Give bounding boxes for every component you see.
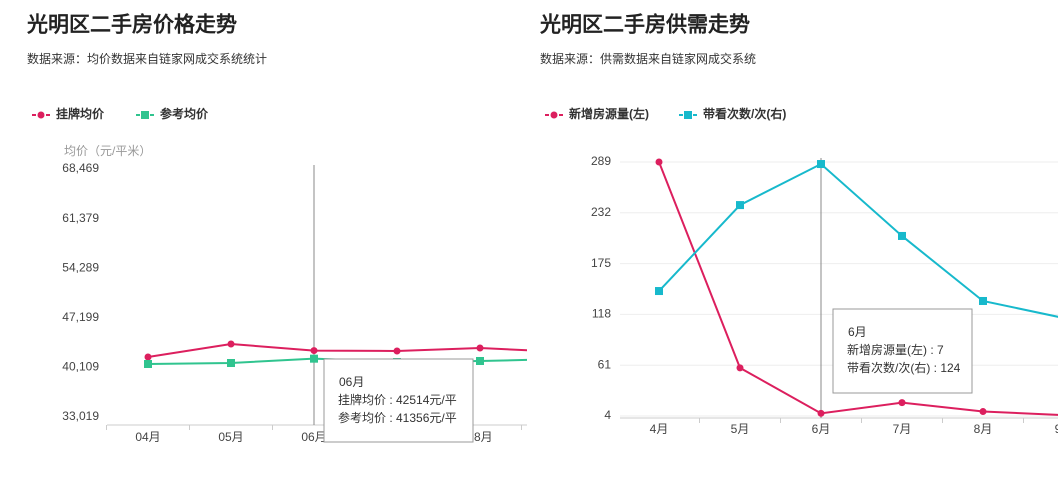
legend-marker [550,111,558,119]
legend-label: 新增房源量(左) [569,106,649,121]
legend-label: 挂牌均价 [56,106,105,121]
x-tick-label: 05月 [218,430,243,444]
legend-marker [37,111,45,119]
x-tick-label: 08月 [467,430,492,444]
tooltip-box [323,358,474,443]
point [476,344,484,352]
point [227,340,235,348]
tooltip-line: 参考均价 : 41356元/平 [338,410,457,425]
point [310,354,318,363]
y-tick-label: 118 [592,307,611,321]
point [310,347,318,355]
legend-marker [141,111,149,119]
point [393,347,401,355]
x-tick-label: 4月 [650,422,669,436]
point [560,349,567,356]
x-tick-label: 6月 [812,422,831,436]
point [655,158,663,166]
series-line [658,161,1058,416]
point [817,409,825,417]
tooltip-line: 带看次数/次(右) : 124 [847,360,961,375]
tooltip-line: 新增房源量(左) : 7 [847,342,944,357]
point [898,399,906,407]
point [144,353,152,361]
point [736,364,744,372]
legend-marker [684,111,692,119]
tooltip-box [832,308,973,394]
point [817,160,825,169]
y-tick-label: 61 [598,357,612,371]
point [979,296,987,305]
x-tick-label: 06月 [301,430,326,444]
point [559,355,567,363]
series-line [147,342,527,358]
y-tick-label: 54,289 [62,260,99,274]
subtitle: 数据来源：均价数据来自链家网成交系统统计 [27,51,267,66]
y-tick-label: 47,199 [62,310,99,324]
y-tick-label: 40,109 [62,360,99,374]
y-tick-label: 175 [591,256,611,270]
x-tick-label: 7月 [893,422,912,436]
y-tick-label: 61,379 [62,211,99,225]
tooltip-title: 6月 [848,325,867,339]
legend-label: 参考均价 [160,106,209,121]
chart-title: 光明区二手房价格走势 [26,13,237,37]
x-tick-label: 5月 [731,422,750,436]
point [655,287,663,296]
plot-area [655,158,1058,417]
x-tick-label: 9月 [1055,422,1058,436]
y-tick-label: 232 [591,205,611,219]
x-tick-label: 8月 [974,422,993,436]
x-tick-label: 04月 [135,430,160,444]
y-tick-label: 289 [591,154,611,168]
point [979,408,987,416]
y-tick-label: 33,019 [62,409,99,423]
chart-title: 光明区二手房供需走势 [539,13,750,37]
point [736,201,744,210]
point [898,231,906,240]
y-tick-label: 68,469 [62,161,99,175]
point [144,360,152,369]
subtitle: 数据来源：供需数据来自链家网成交系统 [540,51,756,66]
point [227,358,235,367]
y-tick-label: 4 [604,408,611,422]
point [476,356,484,365]
series-line [658,162,1058,318]
y-axis-label: 均价（元/平米） [64,144,151,158]
tooltip-title: 06月 [339,375,364,389]
legend-label: 带看次数/次(右) [703,106,786,121]
tooltip-line: 挂牌均价 : 42514元/平 [338,393,457,407]
